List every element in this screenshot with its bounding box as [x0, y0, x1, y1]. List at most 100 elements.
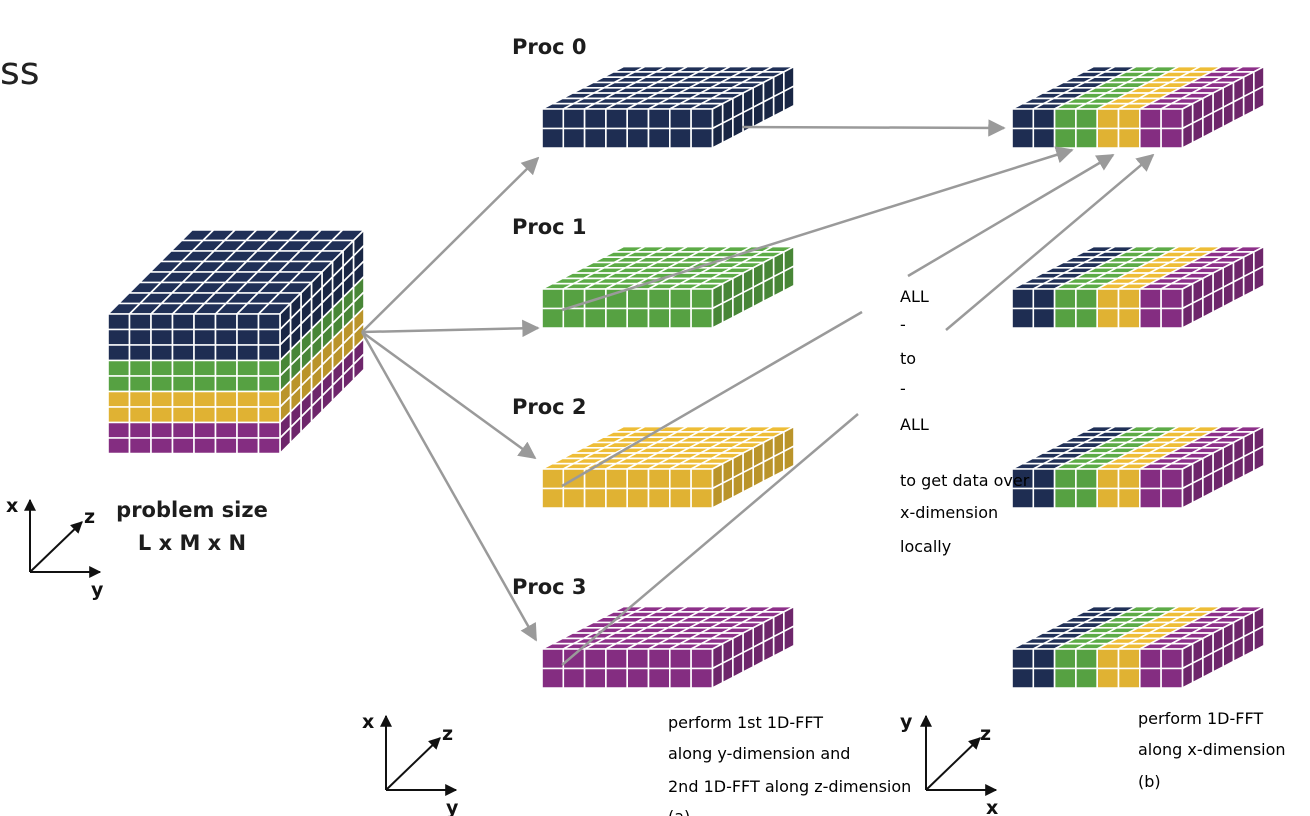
- result-slab-1: [1011, 245, 1265, 330]
- note-line-2: x-dimension: [900, 503, 998, 522]
- proc1-side-cell: [731, 291, 744, 319]
- proc0-side-cell: [772, 90, 785, 118]
- axis-triad-cube: [24, 498, 102, 578]
- result3-front-cell: [1011, 648, 1035, 670]
- result3-front-cell: [1117, 648, 1141, 670]
- result2-side-cell: [1202, 471, 1214, 499]
- result2-front-cell: [1032, 487, 1056, 509]
- result3-front-cell: [1075, 667, 1098, 689]
- proc0-side-cell: [742, 105, 755, 134]
- result0-front-cell: [1032, 108, 1056, 130]
- arrow-to-proc1: [361, 319, 540, 338]
- result0-side-cell: [1242, 90, 1255, 118]
- cube-front-cell: [193, 359, 217, 377]
- result0-front-cell: [1139, 108, 1162, 130]
- proc2-side-cell: [742, 465, 755, 494]
- proc1-front-cell: [583, 307, 607, 329]
- proc1-front-cell: [605, 307, 629, 329]
- result0-front-cell: [1117, 127, 1141, 149]
- cube-front-cell: [257, 313, 281, 331]
- result2-front-cell: [1117, 487, 1141, 509]
- result0-side-cell: [1253, 84, 1265, 113]
- proc3-front-cell: [541, 648, 565, 670]
- cube-front-cell: [171, 313, 195, 331]
- cube-front-cell: [193, 328, 217, 346]
- proc1-front-cell: [626, 307, 650, 329]
- result3-front-cell: [1160, 648, 1184, 670]
- cube-front-cell: [150, 328, 174, 346]
- proc0-front-cell: [541, 108, 565, 130]
- caption-a-line1: perform 1st 1D-FFT: [668, 713, 823, 732]
- proc2-side-cell: [752, 460, 765, 489]
- result0-front-cell: [1011, 127, 1035, 149]
- caption-a-line3: 2nd 1D-FFT along z-dimension: [668, 777, 911, 796]
- result0-side-cell: [1212, 105, 1224, 134]
- proc0-front-cell: [626, 108, 650, 130]
- axis-b-right-label: x: [986, 797, 998, 816]
- result3-front-cell: [1160, 667, 1184, 689]
- result3-front-cell: [1096, 648, 1120, 670]
- proc0-side-cell: [721, 116, 734, 145]
- axis-b-depth-label: z: [980, 723, 991, 745]
- result0-side-cell: [1191, 116, 1204, 145]
- a2a-arrow-proc2b: [907, 153, 1115, 278]
- result3-side-cell: [1202, 651, 1214, 679]
- cube-front-cell: [150, 313, 174, 331]
- result2-front-cell: [1139, 487, 1162, 509]
- proc3-front-cell: [626, 648, 650, 670]
- proc0-front-cell: [647, 127, 671, 149]
- result3-side-cell: [1242, 630, 1255, 658]
- result1-front-cell: [1117, 288, 1141, 310]
- cube-front-cell: [214, 328, 238, 346]
- proc2-side-cell: [772, 450, 785, 478]
- proc1-front-cell: [647, 307, 671, 329]
- result1-side-cell: [1202, 291, 1214, 319]
- cube-front-cell: [107, 406, 131, 424]
- result3-side-cell: [1181, 661, 1194, 690]
- result3-front-cell: [1139, 667, 1162, 689]
- result1-front-cell: [1032, 288, 1056, 310]
- proc3-side-cell: [742, 645, 755, 674]
- proc1-label: Proc 1: [512, 215, 587, 239]
- cube-front-cell: [171, 359, 195, 377]
- proc3-side-cell: [731, 651, 744, 679]
- cube-front-cell: [214, 313, 238, 331]
- result3-side-cell: [1191, 656, 1204, 685]
- result2-front-cell: [1117, 468, 1141, 490]
- cube-front-cell: [214, 406, 238, 424]
- proc3-front-cell: [583, 667, 607, 689]
- result3-side-cell: [1232, 635, 1245, 663]
- a2a-line-2: -: [900, 315, 906, 334]
- result1-front-cell: [1053, 288, 1077, 310]
- cube-front-cell: [171, 390, 195, 408]
- cube-front-cell: [128, 313, 152, 331]
- result1-front-cell: [1117, 307, 1141, 329]
- proc3-front-cell: [583, 648, 607, 670]
- axis-cube-right-label: y: [91, 579, 104, 601]
- proc0-front-cell: [668, 127, 692, 149]
- result-slab-3: [1011, 605, 1265, 690]
- proc0-front-cell: [626, 127, 650, 149]
- a2a-arrow-proc2: [561, 310, 863, 488]
- result3-front-cell: [1053, 648, 1077, 670]
- cube-front-cell: [193, 406, 217, 424]
- result2-side-cell: [1222, 460, 1235, 489]
- a2a-arrow-proc1: [561, 146, 1074, 312]
- cube-front-cell: [128, 437, 152, 455]
- result3-front-cell: [1032, 648, 1056, 670]
- result2-front-cell: [1075, 487, 1098, 509]
- cube-front-cell: [257, 375, 281, 393]
- proc0-front-cell: [647, 108, 671, 130]
- result3-side-cell: [1212, 645, 1224, 674]
- proc-slabs: [541, 65, 795, 690]
- result1-front-cell: [1139, 288, 1162, 310]
- result1-side-cell: [1191, 296, 1204, 325]
- cube-front-cell: [150, 421, 174, 439]
- cube-front-cell: [150, 437, 174, 455]
- cube-front-cell: [214, 359, 238, 377]
- proc2-front-cell: [647, 487, 671, 509]
- axis-a-depth-label: z: [442, 723, 453, 745]
- result2-front-cell: [1075, 468, 1098, 490]
- result3-side-cell: [1253, 624, 1265, 653]
